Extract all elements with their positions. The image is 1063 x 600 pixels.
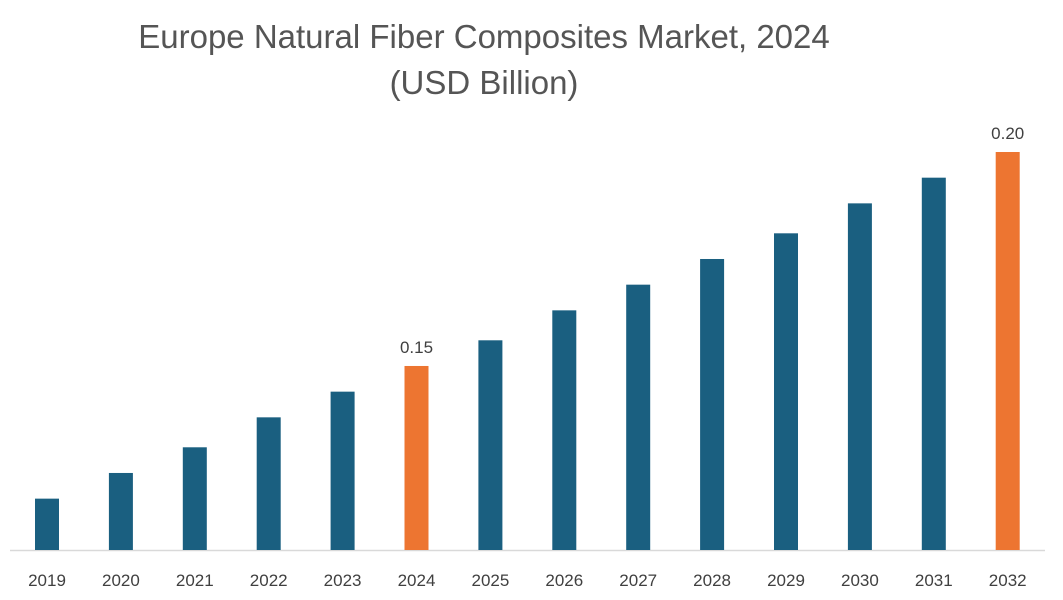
x-tick-label: 2021 xyxy=(176,571,214,590)
x-tick-label: 2023 xyxy=(324,571,362,590)
bar-2032 xyxy=(995,152,1020,550)
bar-2019 xyxy=(35,498,59,550)
bar-2021 xyxy=(182,447,207,550)
bar-2020 xyxy=(108,472,133,550)
bar-2026 xyxy=(552,310,577,550)
x-tick-label: 2025 xyxy=(471,571,509,590)
bar-2028 xyxy=(700,258,725,550)
bar-2025 xyxy=(478,340,503,550)
data-label: 0.15 xyxy=(400,338,433,357)
x-tick-label: 2022 xyxy=(250,571,288,590)
bar-2023 xyxy=(330,391,355,550)
bar-2031 xyxy=(921,177,946,550)
chart-title: Europe Natural Fiber Composites Market, … xyxy=(138,18,830,55)
bar-2030 xyxy=(847,203,872,550)
x-tick-label: 2024 xyxy=(398,571,436,590)
x-tick-label: 2031 xyxy=(915,571,953,590)
x-tick-label: 2027 xyxy=(619,571,657,590)
x-tick-label: 2030 xyxy=(841,571,879,590)
bar-2029 xyxy=(774,233,798,550)
x-tick-label: 2020 xyxy=(102,571,140,590)
x-tick-label: 2029 xyxy=(767,571,805,590)
data-label: 0.20 xyxy=(991,124,1024,143)
bar-2024 xyxy=(404,365,429,550)
x-tick-label: 2032 xyxy=(989,571,1027,590)
bar-2027 xyxy=(626,284,651,550)
chart-subtitle: (USD Billion) xyxy=(389,64,579,101)
x-tick-label: 2019 xyxy=(28,571,66,590)
x-tick-label: 2026 xyxy=(545,571,583,590)
x-tick-label: 2028 xyxy=(693,571,731,590)
bar-2022 xyxy=(256,417,281,550)
